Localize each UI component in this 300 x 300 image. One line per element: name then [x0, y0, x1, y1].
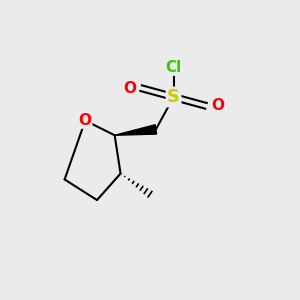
Text: O: O: [211, 98, 224, 113]
Text: O: O: [79, 113, 92, 128]
Polygon shape: [115, 125, 157, 135]
Text: S: S: [167, 88, 180, 106]
Text: Cl: Cl: [165, 60, 182, 75]
Text: O: O: [123, 81, 136, 96]
